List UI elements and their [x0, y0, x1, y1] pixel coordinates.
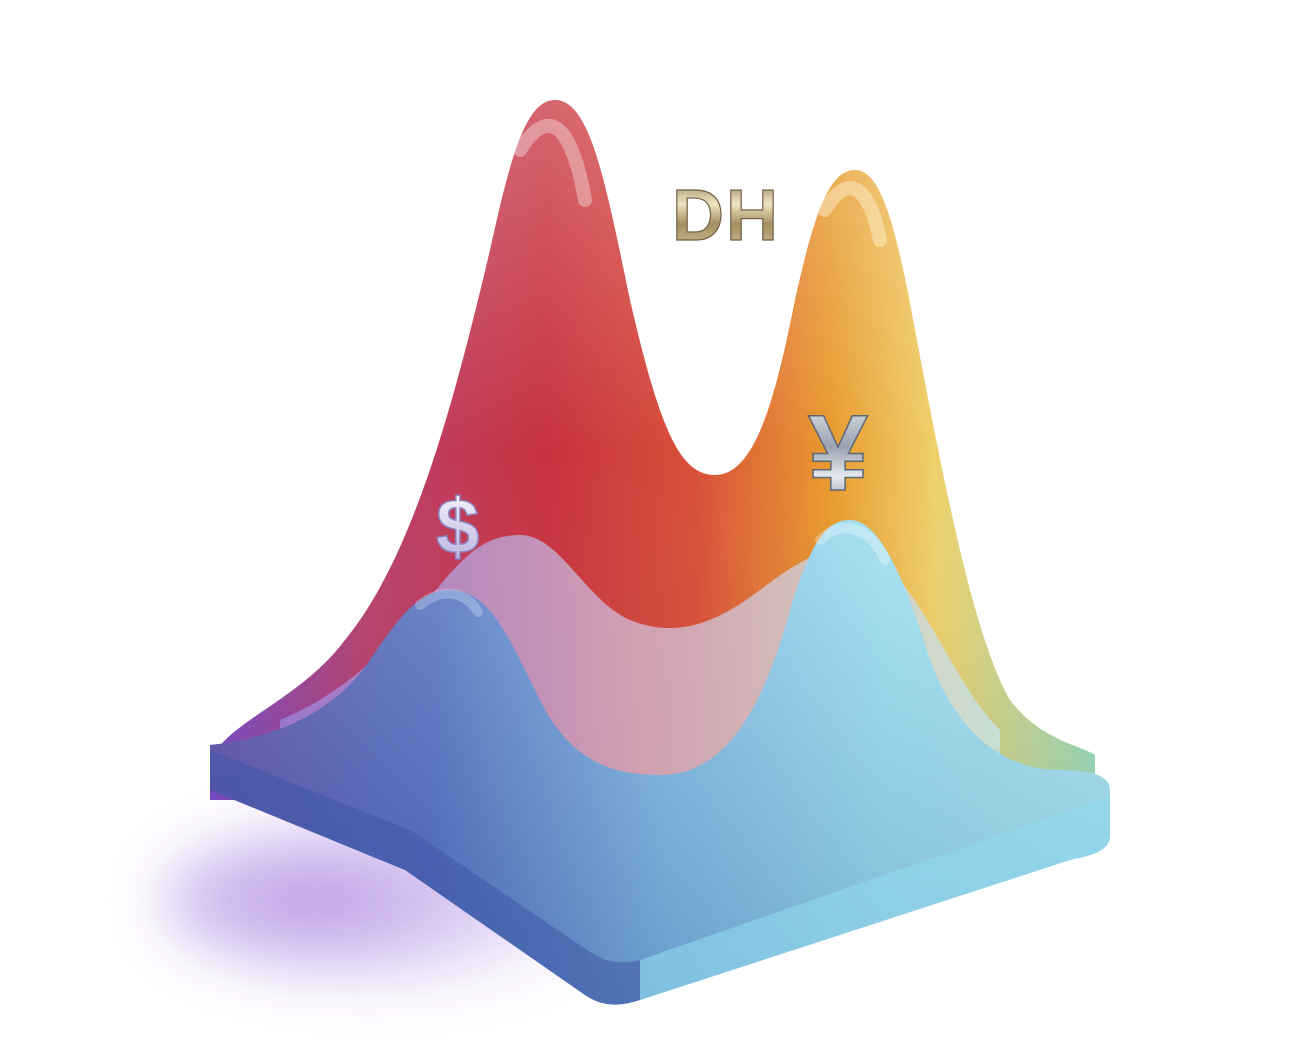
dollar-symbol: $	[436, 482, 479, 570]
front-wave	[210, 520, 1110, 1005]
brand-logo-text: DH	[672, 176, 780, 256]
yen-symbol: ¥	[808, 392, 868, 513]
